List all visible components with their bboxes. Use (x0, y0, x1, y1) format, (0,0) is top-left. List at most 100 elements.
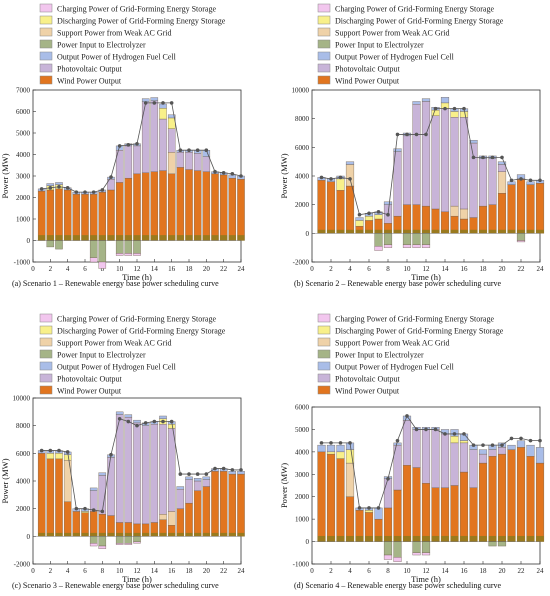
bar-wind (345, 185, 355, 234)
x-tick-label: 24 (238, 265, 246, 273)
bar-fuel_cell (133, 419, 141, 424)
load-marker (91, 190, 96, 194)
x-tick-label: 22 (518, 265, 526, 273)
chart-panel-2: Charging Power of Grid-Forming Energy St… (279, 3, 545, 288)
bar-wind (497, 193, 507, 234)
bar-wind (478, 205, 488, 234)
load-marker (367, 506, 371, 510)
load-marker (213, 169, 217, 174)
x-tick-label: 22 (220, 567, 228, 575)
bar-base (441, 535, 449, 542)
bar-base (90, 532, 98, 537)
bar-weak_ac (345, 164, 355, 187)
x-tick-label: 2 (329, 265, 333, 273)
bar-base (336, 535, 345, 542)
bar-base (168, 235, 176, 241)
bar-pv (107, 457, 115, 516)
bar-electrolyzer (89, 240, 98, 258)
bar-wind (72, 194, 81, 241)
bar-discharge (167, 117, 176, 129)
bar-pv (193, 153, 202, 171)
bar-base (498, 535, 506, 542)
y-tick-label: 1000 (16, 216, 31, 224)
load-marker (109, 452, 113, 457)
x-tick-label: 8 (386, 265, 390, 273)
x-tick-label: 0 (31, 265, 35, 273)
bar-base (517, 535, 525, 542)
legend-label: Wind Power Output (57, 387, 122, 396)
bar-fuel_cell (535, 447, 545, 464)
bar-wind (317, 180, 326, 234)
bar-weak_ac (497, 171, 507, 194)
load-marker (490, 443, 495, 447)
legend-swatch (39, 313, 53, 323)
y-tick-label: 3000 (295, 471, 310, 479)
x-tick-label: 18 (186, 567, 194, 575)
bar-pv (383, 478, 393, 509)
bar-wind (228, 177, 237, 241)
bar-wind (211, 173, 219, 241)
bar-base (107, 532, 115, 537)
load-marker (195, 148, 200, 152)
load-marker (204, 472, 209, 476)
bar-base (46, 532, 54, 537)
bar-base (365, 535, 373, 542)
x-tick-label: 6 (83, 265, 87, 273)
bar-fuel_cell (124, 414, 133, 418)
bar-wind (211, 471, 219, 537)
legend-label: Wind Power Output (335, 387, 400, 396)
bar-pv (450, 117, 459, 207)
bar-pv (421, 429, 431, 484)
bar-weak_ac (459, 208, 469, 220)
bar-discharge (364, 215, 374, 221)
bar-pv (402, 135, 412, 205)
bar-weak_ac (167, 152, 176, 175)
bar-pv (193, 480, 202, 491)
bar-pv (159, 118, 167, 171)
load-marker (338, 441, 343, 445)
bar-discharge (46, 453, 55, 460)
load-marker (357, 212, 362, 217)
bar-wind (193, 170, 202, 241)
bar-base (384, 535, 392, 542)
bar-base (526, 535, 535, 542)
load-marker (187, 472, 191, 476)
bar-discharge (355, 220, 364, 227)
legend-swatch (317, 51, 331, 61)
legend-label: Power Input to Electrolyzer (57, 41, 146, 50)
load-marker (169, 101, 174, 105)
y-tick-label: 10000 (13, 395, 31, 403)
load-marker (48, 186, 53, 190)
legend: Charging Power of Grid-Forming Energy St… (39, 313, 226, 396)
legend-label: Output Power of Hydrogen Fuel Cell (57, 363, 177, 372)
x-tick-label: 6 (367, 265, 371, 273)
bar-wind (336, 190, 345, 234)
load-marker (83, 190, 87, 194)
load-marker (143, 101, 148, 105)
bar-pv (478, 158, 488, 207)
chart-panel-4: Charging Power of Grid-Forming Energy St… (279, 313, 545, 590)
bar-discharge (364, 509, 374, 513)
bar-charging (374, 246, 383, 251)
legend-label: Discharging Power of Grid-Forming Energy… (57, 327, 226, 336)
load-marker (471, 443, 476, 447)
bar-base (211, 532, 219, 537)
y-tick-label: 2000 (16, 194, 31, 202)
bar-base (237, 532, 245, 537)
bar-wind (72, 511, 81, 537)
bar-base (536, 229, 544, 234)
x-tick-label: 8 (386, 567, 390, 575)
bar-electrolyzer (393, 541, 402, 558)
load-marker (376, 210, 381, 214)
bar-pv (440, 108, 450, 213)
bar-base (374, 535, 383, 542)
bar-discharge (450, 111, 459, 118)
x-tick-label: 14 (442, 265, 450, 273)
legend-swatch (39, 361, 53, 371)
bar-pv (124, 145, 133, 179)
bar-electrolyzer (133, 240, 141, 254)
bar-fuel_cell (421, 98, 431, 102)
x-tick-label: 22 (518, 567, 526, 575)
load-marker (538, 178, 542, 183)
